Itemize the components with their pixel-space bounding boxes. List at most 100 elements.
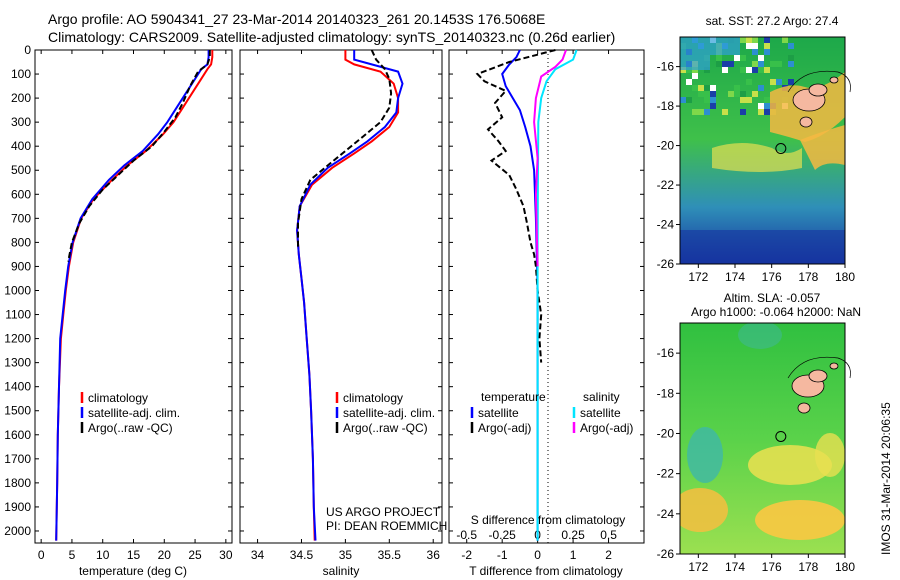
depth-tick-label: 500 xyxy=(11,163,31,177)
difference-s-tick-label: -0.25 xyxy=(489,528,517,542)
difference-x-tick-label: -2 xyxy=(461,548,472,562)
legend-entry: Argo(-adj) xyxy=(580,421,633,435)
temperature-x-tick-label: 5 xyxy=(69,548,76,562)
difference-series-salinity-argo-adj xyxy=(533,49,567,267)
salinity-series-argo-raw-qc xyxy=(297,49,393,248)
sst-lat-axis: -16 -18 -20 -22 -24 -26 xyxy=(657,60,680,271)
header-line-1: Argo profile: AO 5904341_27 23-Mar-2014 … xyxy=(48,11,546,27)
depth-tick-label: 1600 xyxy=(4,428,31,442)
sla-map-frame xyxy=(679,322,846,555)
salinity-x-tick-label: 35 xyxy=(339,548,353,562)
difference-plot-frame xyxy=(448,49,645,544)
salinity-panel: 34 34.5 35 35.5 36 climatologysatellite-adj.… xyxy=(239,49,447,578)
difference-x-tick-label: 0 xyxy=(534,548,541,562)
depth-tick-label: 1900 xyxy=(4,500,31,514)
temperature-x-label: temperature (deg C) xyxy=(79,564,187,578)
salinity-x-label: salinity xyxy=(323,564,360,578)
sst-map: sat. SST: 27.2 Argo: 27.4 172 174 176 178 18… xyxy=(657,14,856,284)
difference-lines xyxy=(475,49,578,541)
sst-argo-marker xyxy=(775,143,787,155)
sst-lat-label: -20 xyxy=(657,139,675,153)
legend-entry: satellite-adj. clim. xyxy=(88,406,180,420)
depth-tick-label: 1100 xyxy=(5,308,31,322)
salinity-x-tick-label: 34 xyxy=(251,548,265,562)
sst-map-title: sat. SST: 27.2 Argo: 27.4 xyxy=(706,14,839,28)
header-line-2: Climatology: CARS2009. Satellite-adjuste… xyxy=(48,29,616,45)
sla-lat-label: -22 xyxy=(657,467,675,481)
salinity-x-axis: 34 34.5 35 35.5 36 xyxy=(251,50,440,562)
legend-entry: climatology xyxy=(343,391,403,405)
temperature-series-climatology xyxy=(55,50,214,541)
side-timestamp: IMOS 31-Mar-2014 20:06:35 xyxy=(879,402,893,555)
depth-tick-label: 1800 xyxy=(4,476,31,490)
credits-line-2: PI: DEAN ROEMMICH xyxy=(326,519,447,533)
sst-lon-label: 180 xyxy=(835,270,855,284)
depth-tick-label: 200 xyxy=(11,91,31,105)
depth-tick-label: 300 xyxy=(11,115,31,129)
salinity-x-tick-label: 36 xyxy=(427,548,441,562)
depth-tick-label: 100 xyxy=(11,67,31,81)
difference-s-label: S difference from climatology xyxy=(471,513,626,527)
sst-lon-label: 176 xyxy=(762,270,782,284)
depth-tick-label: 400 xyxy=(11,139,31,153)
temperature-x-axis: 0 5 10 15 20 25 30 xyxy=(38,50,233,562)
depth-axis: 0 100 200 300 400 500 600 700 800 900 1000 1100 1200… xyxy=(4,43,232,538)
sst-lon-label: 172 xyxy=(688,270,708,284)
sla-map-title-2: Argo h1000: -0.064 h2000: NaN xyxy=(691,305,861,319)
credits-line-1: US ARGO PROJECT xyxy=(326,505,441,519)
difference-x-tick-label: 2 xyxy=(605,548,612,562)
difference-x-tick-label: 1 xyxy=(570,548,577,562)
sla-lat-label: -20 xyxy=(657,426,675,440)
sla-field xyxy=(680,323,845,554)
difference-s-tick-label: 0.25 xyxy=(561,528,585,542)
sst-field xyxy=(680,37,845,264)
temperature-x-tick-label: 0 xyxy=(38,548,45,562)
temperature-x-tick-label: 20 xyxy=(158,548,172,562)
legend-title-temperature: temperature xyxy=(481,390,546,404)
temperature-x-tick-label: 10 xyxy=(96,548,110,562)
sla-island xyxy=(787,356,851,414)
depth-tick-label: 1700 xyxy=(4,452,31,466)
sst-lat-label: -26 xyxy=(657,257,675,271)
difference-panel: -2 -1 0 1 2 -0.5 -0.25 0 0.25 0.5 temperature sal… xyxy=(448,49,645,578)
sst-map-frame xyxy=(679,36,846,265)
sst-lon-label: 174 xyxy=(725,270,745,284)
difference-series-salinity-satellite xyxy=(536,49,578,541)
sst-lat-label: -22 xyxy=(657,178,675,192)
sla-lon-axis: 172 174 176 178 180 xyxy=(688,554,855,574)
sla-map: Altim. SLA: -0.057 Argo h1000: -0.064 h2… xyxy=(657,291,861,574)
salinity-x-tick-label: 34.5 xyxy=(290,548,314,562)
sst-lat-label: -16 xyxy=(657,60,675,74)
difference-series-temperature-satellite xyxy=(501,49,539,541)
salinity-lines xyxy=(296,49,404,541)
sst-lon-label: 178 xyxy=(798,270,818,284)
sla-lat-axis: -16 -18 -20 -22 -24 -26 xyxy=(657,346,680,561)
legend-entry: Argo(-adj) xyxy=(478,421,531,435)
sst-island xyxy=(787,70,851,128)
salinity-x-tick-label: 35.5 xyxy=(378,548,402,562)
legend-entry: Argo(..raw -QC) xyxy=(343,421,428,435)
depth-tick-label: 1400 xyxy=(4,380,31,394)
sla-lon-label: 176 xyxy=(762,560,782,574)
difference-s-tick-label: -0.5 xyxy=(456,528,477,542)
sla-lon-label: 172 xyxy=(688,560,708,574)
difference-x-tick-label: -1 xyxy=(497,548,508,562)
difference-series-temperature-argo-adj xyxy=(475,49,556,363)
temperature-panel: 0100200300400500600700800900100011001200… xyxy=(4,43,233,578)
depth-tick-label: 1500 xyxy=(4,404,31,418)
depth-tick-label: 700 xyxy=(11,211,31,225)
salinity-plot-frame xyxy=(239,49,443,544)
temperature-lines xyxy=(55,50,214,541)
temperature-x-tick-label: 25 xyxy=(188,548,202,562)
depth-tick-label: 1300 xyxy=(4,356,31,370)
sst-lon-axis: 172 174 176 178 180 xyxy=(688,264,855,284)
depth-tick-label: 1200 xyxy=(4,332,31,346)
temperature-series-satellite-adj-clim xyxy=(55,50,210,541)
temperature-series-argo-raw-qc xyxy=(67,50,211,262)
depth-tick-label: 1000 xyxy=(4,283,31,297)
temperature-x-tick-label: 30 xyxy=(219,548,233,562)
difference-x-label: T difference from climatology xyxy=(469,564,623,578)
depth-tick-label: 800 xyxy=(11,235,31,249)
legend-entry: satellite xyxy=(478,406,519,420)
depth-tick-label: 900 xyxy=(11,259,31,273)
